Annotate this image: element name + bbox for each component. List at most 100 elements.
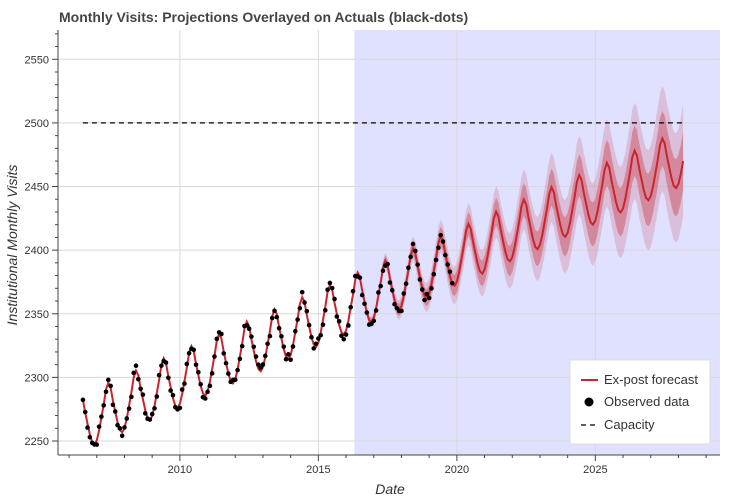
observed-point [376,290,381,295]
observed-point [182,381,187,386]
observed-point [302,300,307,305]
observed-point [110,402,116,408]
observed-point [154,394,160,399]
observed-point [179,387,185,392]
observed-point [244,323,250,328]
observed-point [392,301,397,307]
observed-point [168,388,173,393]
observed-point [129,394,134,400]
observed-point [440,239,446,244]
observed-point [424,291,430,297]
observed-point [413,248,418,254]
observed-point [408,254,413,260]
observed-point [445,262,450,267]
observed-point [357,275,363,280]
observed-point [276,325,282,331]
observed-point [209,371,215,376]
x-tick-label: 2020 [445,464,469,476]
observed-point [297,305,303,311]
observed-point [343,332,349,337]
observed-point [306,322,312,328]
observed-point [126,406,132,411]
observed-point [311,346,317,351]
observed-point [329,285,335,291]
observed-point [279,333,284,339]
chart-title: Monthly Visits: Projections Overlayed on… [59,9,468,25]
observed-point [281,344,287,349]
observed-point [170,392,176,398]
observed-point [108,383,113,389]
observed-point [399,308,404,314]
observed-point [119,433,125,439]
observed-point [292,328,298,334]
observed-point [318,332,323,338]
x-tick-label: 2015 [306,464,330,476]
observed-point [403,281,409,287]
observed-point [327,280,333,286]
observed-point [325,287,330,293]
observed-point [415,262,420,267]
observed-point [449,280,455,286]
observed-point [417,277,423,282]
observed-point [237,356,243,362]
observed-point [364,310,370,315]
observed-point [94,442,100,447]
observed-point [163,360,169,365]
observed-point [429,286,434,291]
observed-point [152,406,157,411]
observed-point [122,425,127,430]
x-tick-label: 2025 [583,464,607,476]
observed-point [85,425,90,430]
observed-point [106,377,111,383]
observed-point [346,323,351,328]
observed-point [378,283,383,289]
y-tick-label: 2350 [25,309,49,321]
observed-point [373,308,379,313]
observed-point [140,392,146,397]
observed-point [147,417,153,422]
observed-point [212,354,217,359]
observed-point [320,322,326,328]
observed-point [304,308,310,314]
observed-point [87,434,93,440]
observed-point [239,343,245,349]
observed-point [380,268,386,274]
y-tick-label: 2300 [25,372,49,384]
observed-point [362,301,367,307]
observed-point [138,386,143,392]
x-tick-label: 2010 [168,464,192,476]
observed-point [265,341,270,347]
observed-point [214,336,220,342]
observed-point [431,271,437,277]
observed-point [219,331,224,337]
observed-point [166,375,171,381]
observed-point [341,336,347,342]
observed-point [339,333,344,339]
observed-point [334,314,340,319]
observed-point [117,426,123,431]
observed-point [436,245,441,251]
observed-point [124,416,130,421]
observed-point [196,369,201,375]
observed-point [322,308,328,313]
observed-point [149,411,155,417]
y-tick-label: 2250 [25,436,49,448]
observed-point [447,269,453,274]
observed-point [112,409,118,414]
observed-point [249,334,254,339]
observed-point [288,357,293,363]
observed-point [419,287,425,292]
observed-point [274,314,280,320]
observed-point [159,363,164,368]
observed-point [309,334,314,340]
observed-point [336,319,342,324]
observed-point [198,381,203,387]
observed-point [262,353,268,359]
x-axis-title: Date [375,481,405,497]
observed-point [313,341,319,347]
observed-point [426,295,432,301]
observed-point [191,347,197,353]
observed-point [156,372,162,378]
observed-point [260,362,266,367]
